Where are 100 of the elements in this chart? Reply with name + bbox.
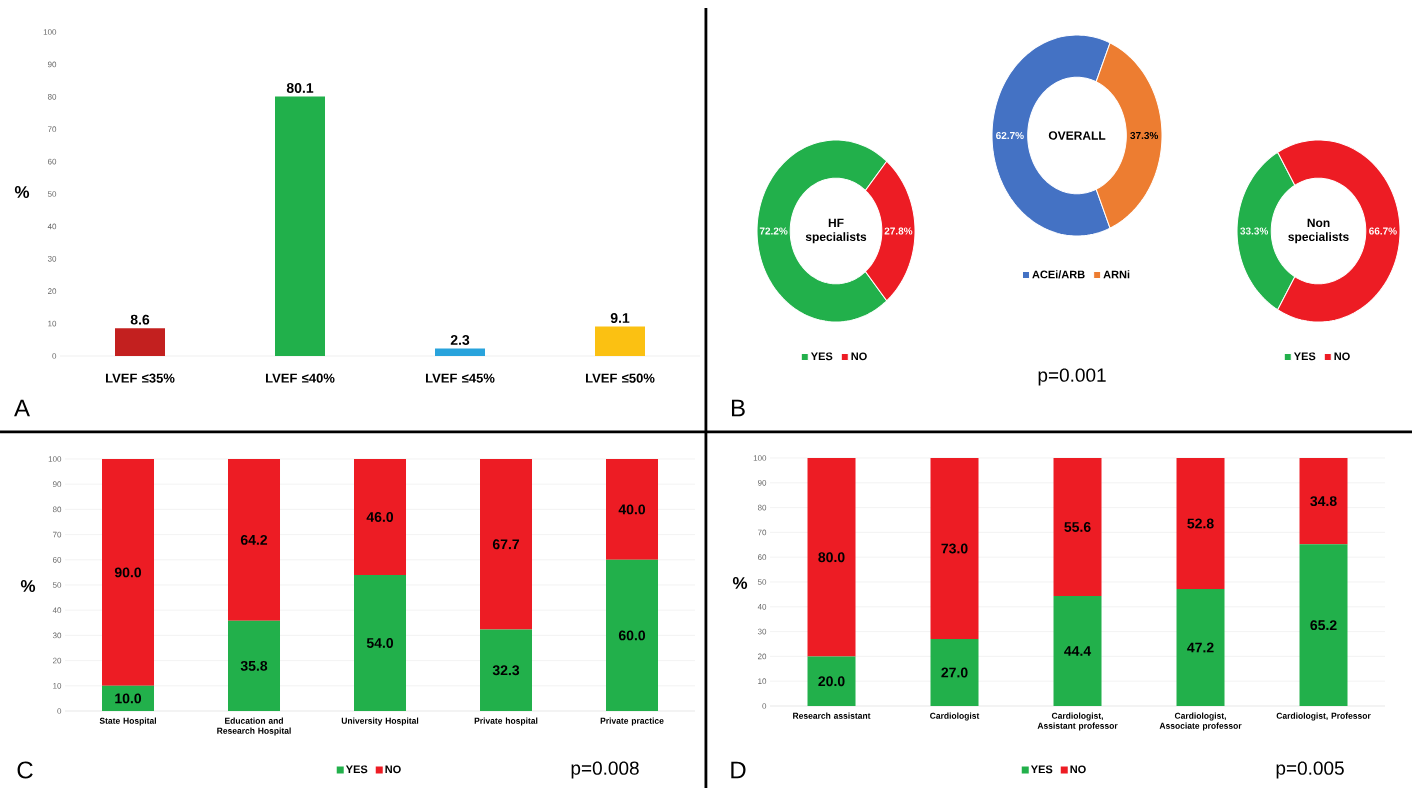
bar xyxy=(435,348,486,356)
legend-label: ACEi/ARB xyxy=(1032,270,1085,279)
bar xyxy=(115,328,165,356)
data-label: 52.8 xyxy=(1187,518,1214,529)
text: Non specialists xyxy=(1288,218,1349,244)
data-label: 37.3% xyxy=(1130,131,1159,140)
bar xyxy=(606,559,659,711)
data-label: 90.0 xyxy=(114,567,142,578)
x-tick-label: Private hospital xyxy=(474,717,538,726)
bar xyxy=(228,459,281,621)
legend-label: YES xyxy=(810,352,833,361)
x-tick-label: LVEF ≤50% xyxy=(586,373,655,383)
y-tick-label: 80 xyxy=(757,504,767,511)
text: C xyxy=(17,761,33,779)
y-tick-label: 40 xyxy=(47,223,57,230)
y-tick-label: 80 xyxy=(52,506,62,513)
bar xyxy=(1053,595,1102,706)
y-axis-title: % xyxy=(14,186,30,198)
y-tick-label: 0 xyxy=(52,353,57,359)
x-tick-label: Education and Research Hospital xyxy=(217,717,291,736)
x-tick-label: Private practice xyxy=(600,717,664,726)
legend-label: NO xyxy=(851,352,867,361)
data-label: 27.0 xyxy=(941,667,968,678)
x-tick-label: Cardiologist, Professor xyxy=(1276,712,1371,721)
y-tick-label: 100 xyxy=(43,29,57,35)
y-tick-label: 60 xyxy=(52,556,62,563)
data-label: 55.6 xyxy=(1064,521,1091,532)
data-label: 65.2 xyxy=(1310,620,1337,631)
data-label: 73.0 xyxy=(941,543,968,554)
data-label: 62.7% xyxy=(996,131,1024,140)
y-tick-label: 70 xyxy=(757,529,767,536)
y-tick-label: 90 xyxy=(757,479,767,486)
text: p=0.005 xyxy=(1276,761,1344,779)
bar xyxy=(807,458,856,657)
bar xyxy=(480,629,533,711)
y-axis-title: % xyxy=(732,577,748,589)
data-label: 60.0 xyxy=(618,630,646,641)
text: B xyxy=(731,399,745,417)
y-tick-label: 20 xyxy=(757,653,767,660)
data-label: 64.2 xyxy=(240,534,268,545)
data-label: 9.1 xyxy=(610,313,630,323)
x-tick-label: Research assistant xyxy=(793,712,871,719)
y-tick-label: 50 xyxy=(757,579,767,585)
bar xyxy=(1053,458,1102,596)
bar xyxy=(102,685,155,711)
data-label: 40.0 xyxy=(618,504,646,515)
y-tick-label: 30 xyxy=(757,628,767,635)
text: A xyxy=(14,399,30,417)
y-tick-label: 20 xyxy=(47,288,57,295)
data-label: 54.0 xyxy=(366,637,394,648)
text: p=0.008 xyxy=(571,761,639,779)
legend-label: NO xyxy=(385,765,401,774)
data-label: 67.7 xyxy=(492,539,520,550)
x-tick-label: Cardiologist, Associate professor xyxy=(1159,712,1242,731)
data-label: 46.0 xyxy=(366,511,394,522)
x-tick-label: Cardiologist, Assistant professor xyxy=(1037,712,1118,731)
bar xyxy=(275,96,326,356)
bar xyxy=(807,656,856,706)
y-tick-label: 40 xyxy=(757,603,767,610)
data-label: 27.8% xyxy=(884,227,913,235)
y-tick-label: 10 xyxy=(48,320,57,327)
bar xyxy=(1176,588,1225,706)
legend-label: ARNi xyxy=(1103,270,1130,279)
y-tick-label: 10 xyxy=(53,682,62,689)
bar xyxy=(1176,458,1225,589)
bar xyxy=(102,459,155,686)
data-label: 8.6 xyxy=(130,314,150,325)
y-tick-label: 30 xyxy=(52,632,62,639)
legend-label: YES xyxy=(1030,765,1053,774)
y-tick-label: 60 xyxy=(757,554,767,561)
data-label: 44.4 xyxy=(1064,646,1092,656)
y-tick-label: 40 xyxy=(52,607,62,614)
y-tick-label: 10 xyxy=(758,678,767,685)
bar xyxy=(606,459,659,560)
y-tick-label: 50 xyxy=(52,582,62,588)
bar xyxy=(354,459,407,575)
bar xyxy=(1299,458,1348,545)
y-tick-label: 90 xyxy=(47,61,57,68)
data-label: 80.1 xyxy=(286,83,314,93)
bar xyxy=(228,620,281,711)
data-label: 32.3 xyxy=(492,665,520,676)
y-tick-label: 70 xyxy=(52,531,62,538)
x-tick-label: State Hospital xyxy=(99,717,156,726)
x-tick-label: University Hospital xyxy=(341,717,419,726)
data-label: 72.2% xyxy=(759,227,788,235)
legend-label: YES xyxy=(345,765,368,774)
y-tick-label: 0 xyxy=(57,708,62,714)
data-label: 47.2 xyxy=(1187,642,1214,653)
data-label: 35.8 xyxy=(240,660,268,671)
data-label: 80.0 xyxy=(818,552,845,563)
x-tick-label: LVEF ≤35% xyxy=(105,373,175,383)
y-tick-label: 90 xyxy=(52,481,62,488)
data-label: 2.3 xyxy=(450,335,470,346)
y-tick-label: 0 xyxy=(762,703,767,709)
text: p=0.001 xyxy=(1038,368,1106,386)
x-tick-label: LVEF ≤45% xyxy=(426,373,495,383)
x-tick-label: Cardiologist xyxy=(930,712,980,721)
bar xyxy=(930,458,979,640)
y-tick-label: 80 xyxy=(47,93,57,100)
y-tick-label: 50 xyxy=(47,191,57,197)
